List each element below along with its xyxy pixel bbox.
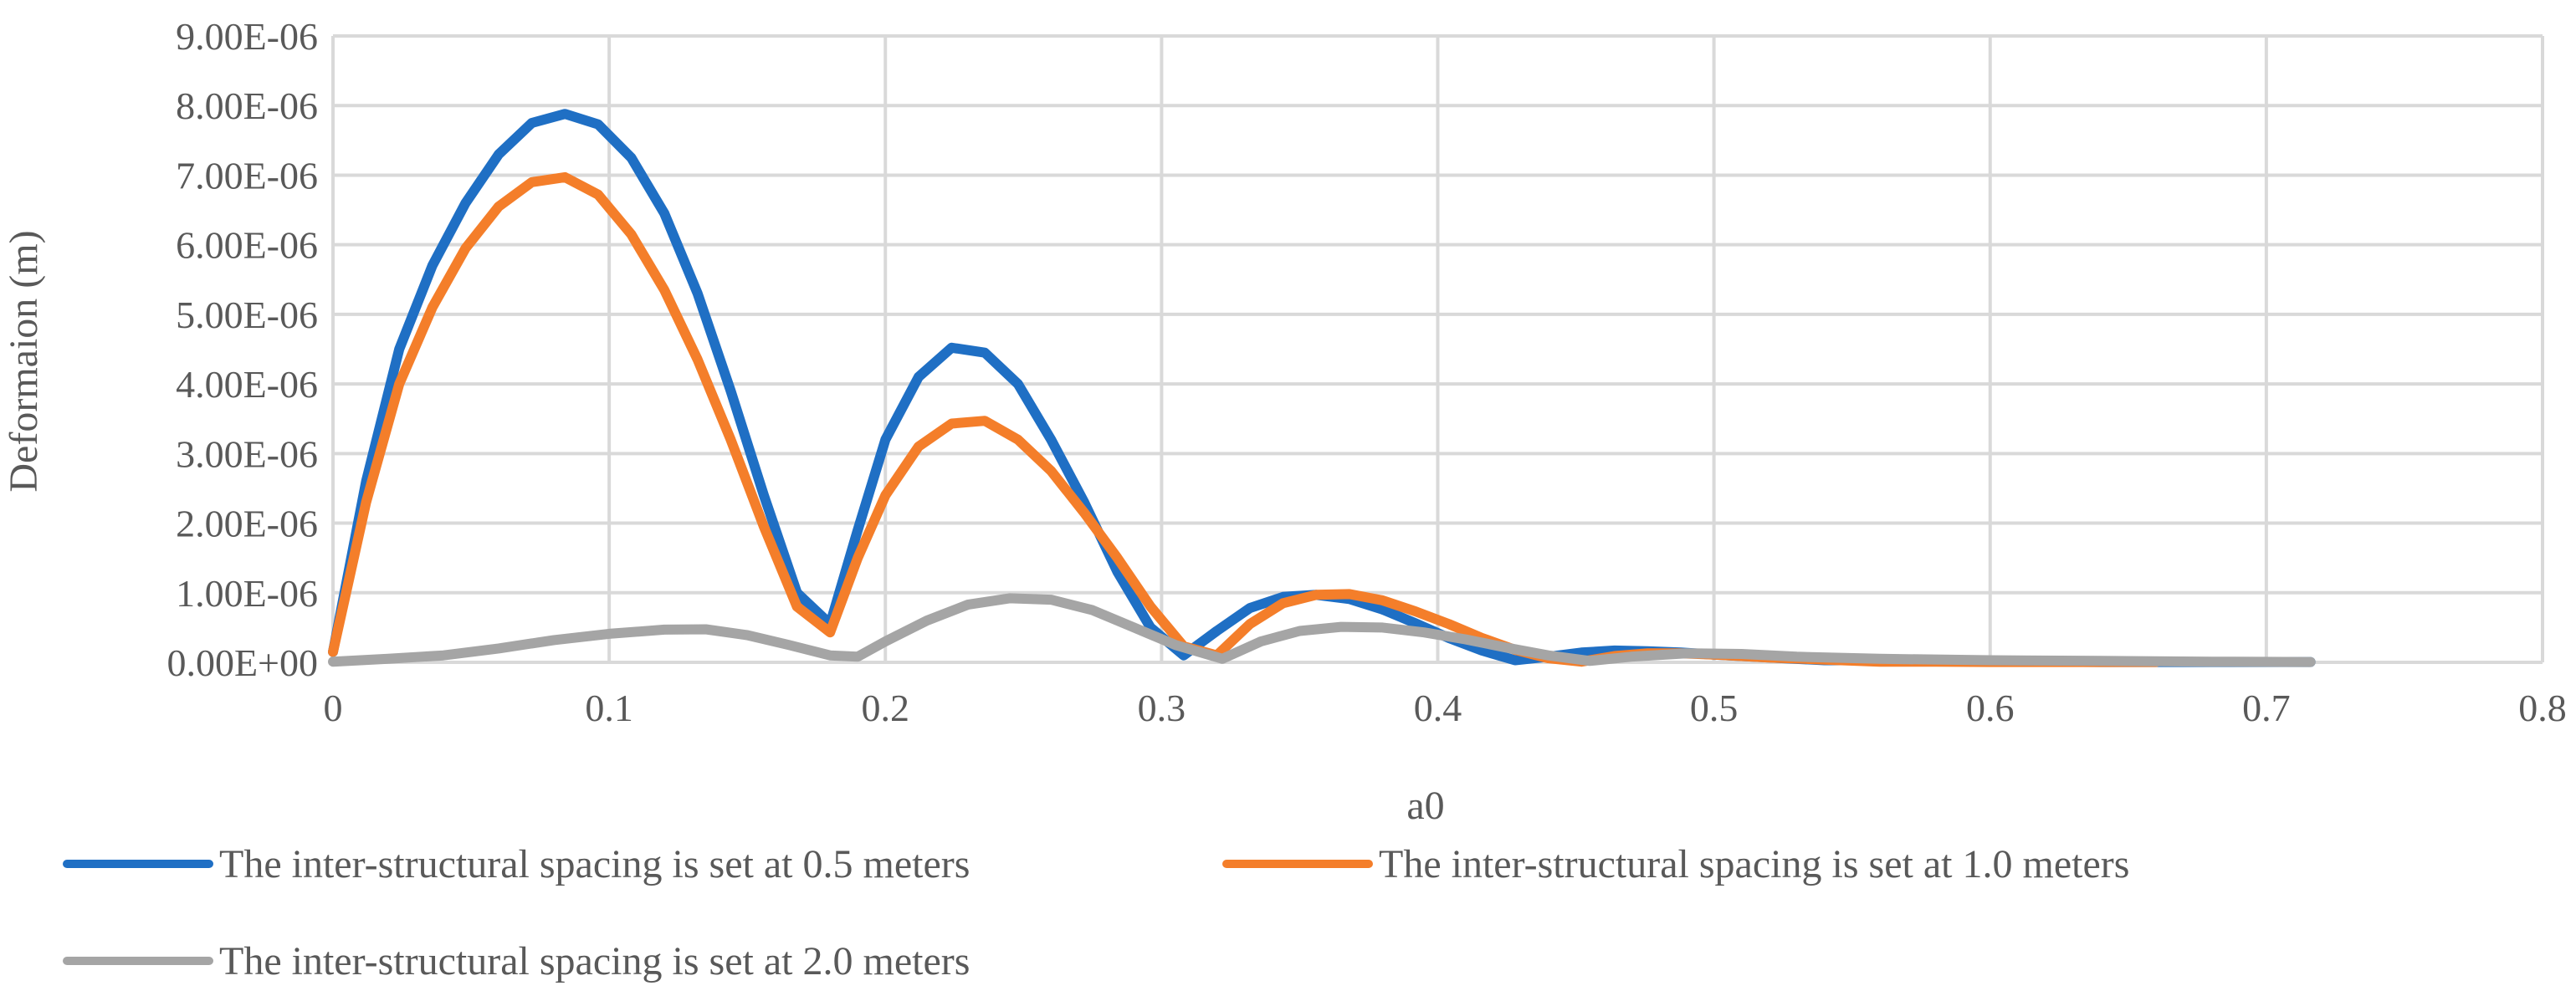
x-tick-label: 0.4 — [1414, 687, 1462, 729]
legend-item-series-1: The inter-structural spacing is set at 0… — [63, 842, 970, 886]
y-axis-title: Deformaion (m) — [2, 230, 46, 492]
x-tick-label: 0.7 — [2242, 687, 2291, 729]
x-axis-title: a0 — [1406, 784, 1444, 828]
y-tick-label: 0.00E+00 — [166, 641, 318, 684]
x-tick-label: 0.3 — [1138, 687, 1186, 729]
x-tick-label: 0.6 — [1966, 687, 2015, 729]
x-tick-labels: 0 0.1 0.2 0.3 0.4 0.5 0.6 0.7 0.8 — [324, 687, 2567, 729]
series-line-1 — [328, 109, 2316, 667]
y-tick-label: 7.00E-06 — [176, 154, 318, 197]
series-line-3 — [328, 593, 2316, 667]
legend-item-series-2: The inter-structural spacing is set at 1… — [1222, 842, 2129, 886]
x-tick-label: 0.8 — [2518, 687, 2567, 729]
x-tick-label: 0.5 — [1690, 687, 1739, 729]
y-tick-label: 8.00E-06 — [176, 84, 318, 127]
series-line-2 — [328, 171, 2161, 667]
legend: The inter-structural spacing is set at 0… — [63, 842, 2129, 983]
x-tick-label: 0 — [324, 687, 343, 729]
legend-label-series-1: The inter-structural spacing is set at 0… — [219, 842, 970, 886]
legend-label-series-3: The inter-structural spacing is set at 2… — [219, 939, 970, 983]
legend-label-series-2: The inter-structural spacing is set at 1… — [1379, 842, 2129, 886]
y-tick-label: 1.00E-06 — [176, 572, 318, 615]
y-tick-label: 9.00E-06 — [176, 15, 318, 58]
legend-item-series-3: The inter-structural spacing is set at 2… — [63, 939, 970, 983]
y-tick-label: 3.00E-06 — [176, 432, 318, 475]
x-tick-label: 0.1 — [585, 687, 633, 729]
x-tick-label: 0.2 — [862, 687, 910, 729]
gridlines — [331, 34, 2544, 664]
series-lines — [328, 109, 2316, 667]
y-tick-labels: 0.00E+00 1.00E-06 2.00E-06 3.00E-06 4.00E-06… — [166, 15, 318, 684]
y-tick-label: 5.00E-06 — [176, 294, 318, 336]
y-tick-label: 2.00E-06 — [176, 503, 318, 545]
y-tick-label: 6.00E-06 — [176, 224, 318, 267]
y-tick-label: 4.00E-06 — [176, 363, 318, 406]
